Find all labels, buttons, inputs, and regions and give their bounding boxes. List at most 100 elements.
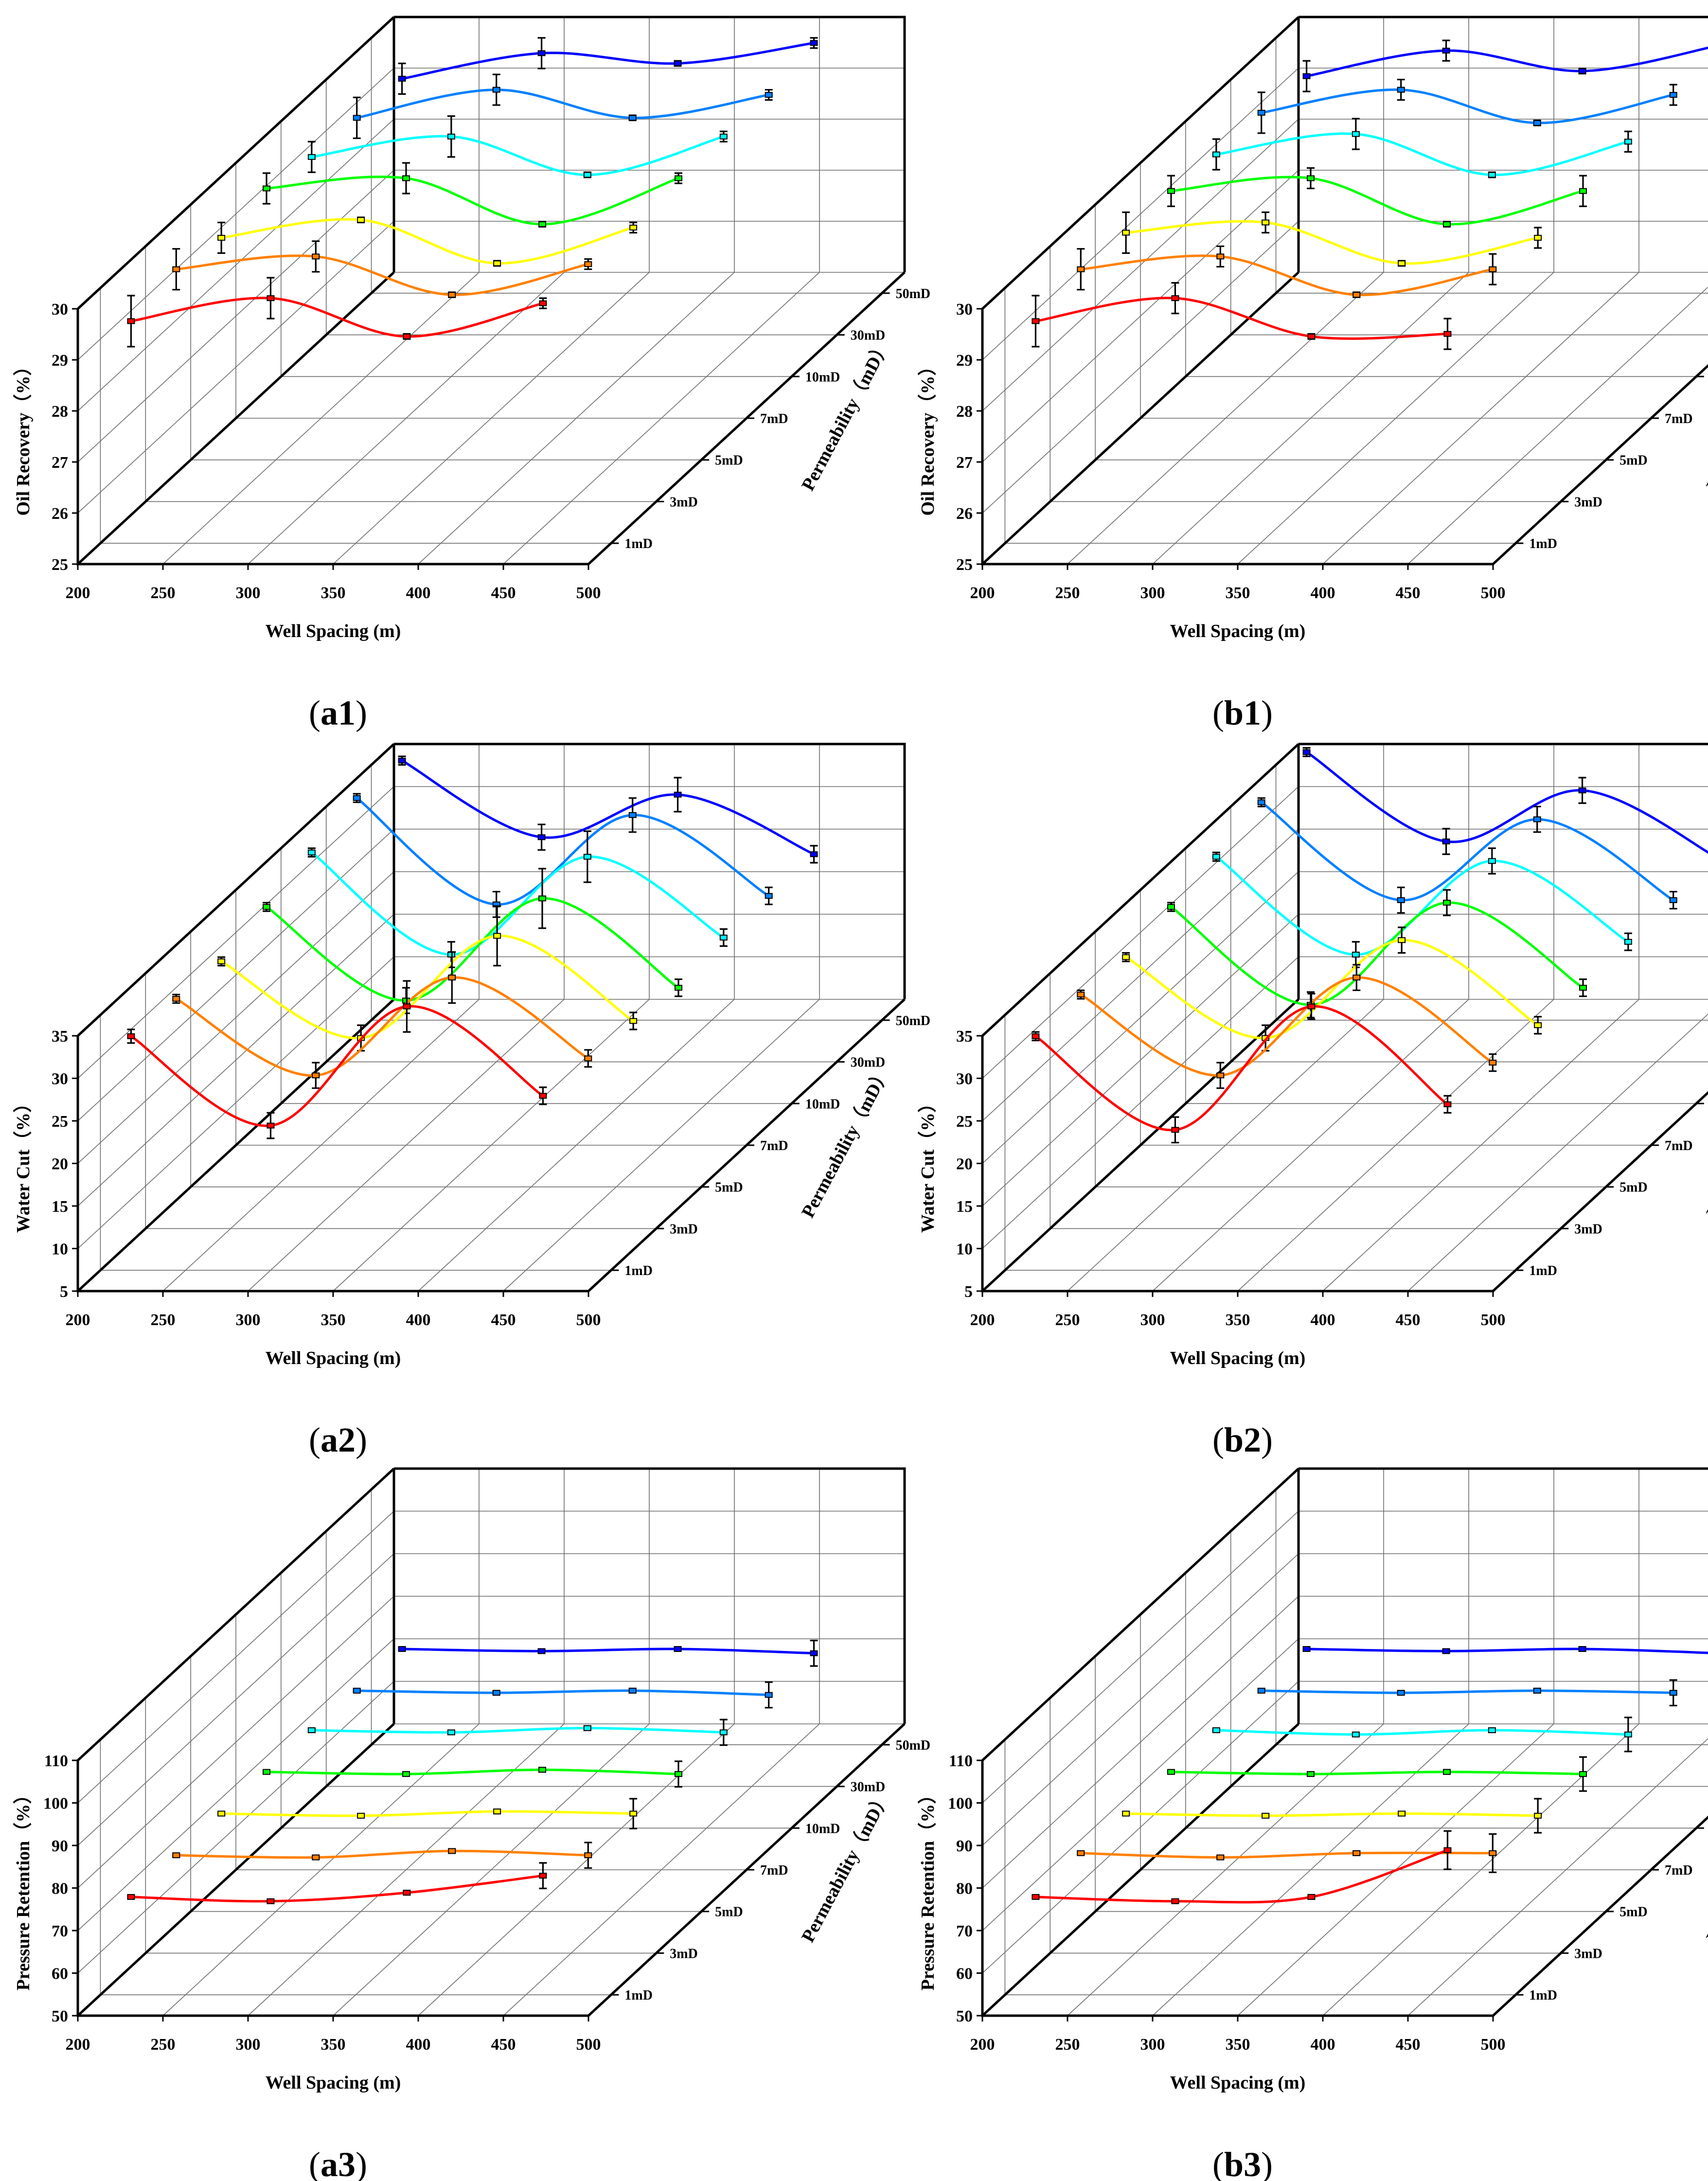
- z-tick-label: 30mD: [851, 1055, 886, 1070]
- data-point: [719, 1729, 728, 1736]
- series-3mD: [172, 951, 592, 1089]
- data-point: [539, 300, 547, 306]
- series-line-50mD: [1306, 46, 1708, 78]
- series-5mD: [1122, 926, 1542, 1052]
- axis-frame-top-depth: [77, 16, 395, 310]
- data-point: [402, 175, 410, 181]
- series-7mD: [1167, 1756, 1587, 1792]
- axis-frame-back: [1299, 743, 1708, 745]
- data-point: [1167, 188, 1175, 194]
- series-3mD: [172, 240, 592, 299]
- data-point: [1352, 952, 1360, 958]
- data-point: [353, 1687, 361, 1694]
- y-tick-label: 10: [956, 1241, 973, 1259]
- x-tick-label: 450: [491, 2036, 516, 2054]
- data-point: [584, 1852, 592, 1859]
- z-tick-label: 10mD: [805, 1821, 840, 1836]
- x-axis-title: Well Spacing (m): [266, 1348, 401, 1368]
- series-line-5mD: [1126, 1812, 1538, 1817]
- y-tick-label: 25: [956, 556, 973, 574]
- series-line-3mD: [1081, 1851, 1493, 1859]
- data-point: [1262, 219, 1270, 226]
- z-tick-label: 10mD: [805, 1097, 840, 1112]
- data-point: [447, 1729, 455, 1736]
- data-point: [1032, 1894, 1040, 1900]
- x-tick-label: 300: [1140, 1311, 1165, 1329]
- data-point: [217, 234, 226, 241]
- series-line-30mD: [1261, 88, 1674, 124]
- data-point: [448, 292, 456, 298]
- panel-label-letter: a: [320, 693, 338, 732]
- data-point: [674, 60, 682, 67]
- z-tick-label: 3mD: [670, 495, 698, 510]
- x-tick-label: 400: [406, 584, 431, 602]
- z-tick-label: 1mD: [624, 536, 653, 551]
- data-point: [1579, 188, 1587, 194]
- series-line-30mD: [1261, 1689, 1673, 1694]
- series-line-3mD: [1080, 976, 1494, 1077]
- x-tick-label: 500: [576, 584, 601, 602]
- y-tick-label: 80: [52, 1880, 68, 1898]
- data-point: [1578, 1646, 1586, 1652]
- data-point: [1302, 1646, 1311, 1652]
- data-point: [1216, 1854, 1225, 1861]
- data-point: [1579, 985, 1587, 991]
- y-tick-label: 26: [956, 505, 973, 523]
- data-point: [447, 133, 455, 140]
- x-tick-label: 350: [321, 2036, 346, 2054]
- data-point: [1302, 749, 1311, 755]
- z-axis-title: Permeability（mD）: [798, 1789, 894, 1946]
- x-tick-label: 300: [236, 1311, 261, 1329]
- data-point: [1624, 939, 1632, 945]
- data-point: [1442, 48, 1450, 54]
- data-point: [1488, 1727, 1496, 1734]
- data-point: [675, 175, 682, 181]
- y-axis-title: Oil Recovery（%）: [13, 357, 34, 515]
- z-axis-title: Permeability（mD）: [798, 337, 894, 494]
- y-tick-label: 30: [52, 1070, 68, 1088]
- x-tick-label: 400: [1311, 2036, 1335, 2054]
- x-tick-label: 200: [970, 2036, 995, 2054]
- y-tick-label: 35: [52, 1028, 68, 1046]
- data-point: [1077, 1850, 1085, 1856]
- z-tick-label: 50mD: [896, 286, 931, 301]
- y-tick-label: 25: [52, 1113, 68, 1131]
- z-tick-label: 7mD: [1665, 411, 1693, 426]
- axis-frame-top-depth: [981, 743, 1299, 1037]
- data-point: [1533, 120, 1541, 126]
- y-tick-label: 27: [52, 454, 68, 472]
- data-point: [403, 1003, 411, 1010]
- axis-frame-depth: [981, 271, 1299, 565]
- data-point: [1398, 1810, 1406, 1817]
- data-point: [263, 185, 270, 192]
- series-line-30mD: [1261, 801, 1674, 902]
- data-point: [267, 1122, 275, 1129]
- series-50mD: [1302, 747, 1708, 855]
- series-line-10mD: [311, 851, 725, 956]
- z-tick-label: 1mD: [624, 1988, 653, 2003]
- data-point: [1352, 292, 1361, 298]
- data-point: [1302, 73, 1311, 79]
- axis-frame-back: [394, 16, 906, 272]
- x-tick-label: 300: [236, 2036, 261, 2054]
- data-point: [1122, 954, 1130, 960]
- y-tick-label: 20: [52, 1155, 68, 1173]
- data-point: [1398, 937, 1406, 943]
- y-tick-label: 15: [52, 1198, 68, 1216]
- series-line-7mD: [266, 897, 679, 1002]
- axis-frame-top-depth: [981, 1468, 1299, 1761]
- series-7mD: [263, 1760, 682, 1788]
- data-point: [403, 333, 411, 339]
- x-axis-title: Well Spacing (m): [1170, 2073, 1306, 2093]
- panel-label-number: 2: [338, 1420, 356, 1459]
- data-point: [267, 1898, 275, 1904]
- data-point: [1122, 230, 1130, 236]
- y-tick-label: 60: [52, 1965, 68, 1983]
- data-point: [1262, 1812, 1270, 1819]
- y-tick-label: 25: [52, 556, 68, 574]
- data-point: [1534, 1812, 1542, 1819]
- x-tick-label: 350: [1226, 2036, 1250, 2054]
- series-line-1mD: [131, 297, 544, 338]
- series-5mD: [217, 216, 638, 267]
- panel-label: (b2): [1212, 1420, 1273, 1459]
